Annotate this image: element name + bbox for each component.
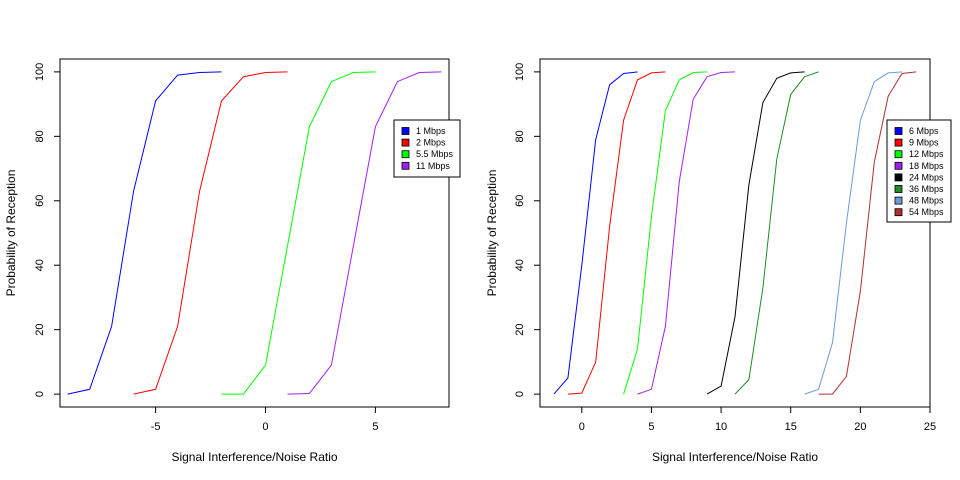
y-tick-label: 0 [514,391,526,397]
legend-swatch [894,150,903,159]
legend-label: 18 Mbps [909,161,944,171]
series-line-11-mbps [287,71,442,395]
x-tick-label: 5 [648,421,654,433]
legend-label: 5.5 Mbps [416,149,454,159]
legend-label: 6 Mbps [909,126,939,136]
legend-box [886,119,952,223]
y-tick-label: 100 [34,63,46,81]
x-tick-label: 20 [854,421,866,433]
legend-label: 11 Mbps [416,161,450,171]
legend-swatch [894,196,903,205]
y-axis-title: Probability of Reception [485,170,499,297]
x-axis-title: Signal Interference/Noise Ratio [171,450,337,464]
series-line-48-mbps [804,71,903,395]
series-line-1-mbps [67,71,222,395]
legend-label: 1 Mbps [416,126,446,136]
series-line-24-mbps [706,71,805,395]
y-tick-label: 20 [514,324,526,336]
chart-panel-2: 0 5 10 15 20 25 0 20 40 60 80 100 Signal Interferenc… [485,58,952,464]
series-line-18-mbps [637,71,736,395]
x-axis-title: Signal Interference/Noise Ratio [652,450,818,464]
series-line-5-5-mbps [221,71,376,395]
legend-label: 12 Mbps [909,149,944,159]
plot-frame [59,58,450,408]
y-axis-title: Probability of Reception [4,170,18,297]
x-tick-label: 0 [262,421,268,433]
series-line-6-mbps [553,71,638,395]
x-tick-label: -5 [151,421,161,433]
legend-swatch [401,150,410,159]
x-tick-label: 25 [924,421,936,433]
x-tick-label: 10 [715,421,727,433]
y-tick-label: 40 [34,259,46,271]
y-tick-label: 0 [34,391,46,397]
y-tick-label: 60 [34,195,46,207]
legend-swatch [894,127,903,135]
y-tick-label: 80 [514,130,526,142]
x-tick-label: 0 [579,421,585,433]
y-tick-label: 40 [514,259,526,271]
x-tick-label: 5 [372,421,378,433]
legend-swatch [894,185,903,193]
legend-swatch [401,161,410,170]
y-tick-label: 60 [514,195,526,207]
plot-frame [539,58,931,408]
series-line-9-mbps [567,71,666,395]
y-tick-label: 80 [34,130,46,142]
legend-swatch [894,173,903,182]
legend-swatch [401,138,410,147]
legend-label: 2 Mbps [416,138,446,148]
legend-label: 48 Mbps [909,196,944,206]
legend-swatch [401,127,410,135]
x-tick-label: 15 [785,421,797,433]
chart-panel-1: -5 0 5 0 20 40 60 80 100 Signal Interference/Nois… [4,58,461,464]
legend-swatch [894,208,903,217]
series-line-54-mbps [818,71,917,395]
series-line-12-mbps [623,71,708,395]
y-tick-label: 100 [514,63,526,81]
legend-label: 24 Mbps [909,172,944,182]
legend-swatch [894,161,903,170]
y-tick-label: 20 [34,324,46,336]
legend-label: 36 Mbps [909,184,944,194]
series-line-36-mbps [734,71,819,395]
legend-swatch [894,138,903,147]
series-line-2-mbps [133,71,288,395]
legend-label: 9 Mbps [909,138,939,148]
legend-label: 54 Mbps [909,207,944,217]
